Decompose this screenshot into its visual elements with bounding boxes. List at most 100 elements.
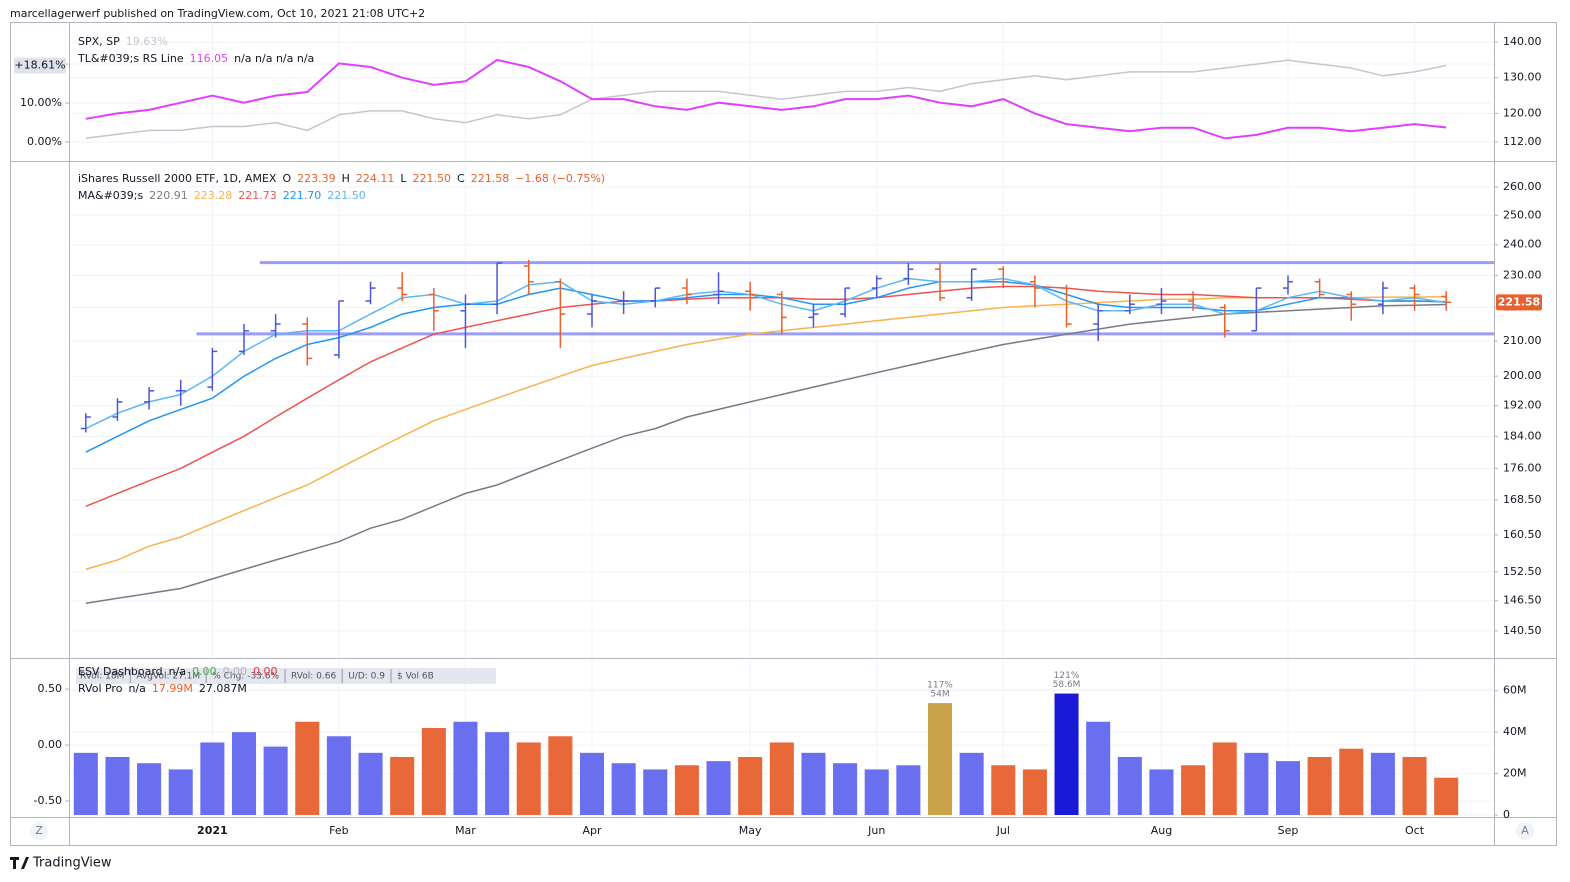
x-tick-label: Oct bbox=[1405, 824, 1425, 837]
legend-text: 17.99M bbox=[152, 682, 193, 695]
legend-text: 220.91 bbox=[149, 189, 188, 202]
volume-bar bbox=[643, 769, 668, 815]
y-tick-label: 200.00 bbox=[1503, 369, 1542, 382]
legend-text: 221.73 bbox=[238, 189, 277, 202]
legend-text: −1.68 (−0.75%) bbox=[515, 172, 605, 185]
y-tick-label: 160.50 bbox=[1503, 528, 1542, 541]
volume-bar bbox=[1086, 721, 1111, 815]
legend-text: MA&#039;s bbox=[78, 189, 144, 202]
y-tick-label: 260.00 bbox=[1503, 180, 1542, 193]
brand-name: TradingView bbox=[32, 856, 112, 871]
brand-logo bbox=[10, 857, 29, 869]
x-tick-label: Apr bbox=[582, 824, 602, 837]
volume-bar bbox=[1339, 748, 1364, 815]
y-tick-label: 140.50 bbox=[1503, 624, 1542, 637]
legend-text: 223.39 bbox=[297, 172, 336, 185]
y-tick-label: 0.50 bbox=[38, 682, 63, 695]
y-tick-label: 60M bbox=[1503, 684, 1527, 697]
volume-bar bbox=[896, 765, 921, 815]
dashboard-cell: $ Vol 6B bbox=[397, 672, 434, 682]
legend-text: L bbox=[400, 172, 407, 185]
y-tick-label: -0.50 bbox=[34, 794, 62, 807]
price-tag-label: 221.58 bbox=[1498, 295, 1540, 308]
y-tick-label: 192.00 bbox=[1503, 399, 1542, 412]
x-tick-label: 2021 bbox=[197, 824, 228, 837]
zoom-button-label[interactable]: Z bbox=[35, 824, 43, 837]
y-tick-label: 250.00 bbox=[1503, 208, 1542, 221]
y-tick-label: 230.00 bbox=[1503, 268, 1542, 281]
bar-annotation: 54M bbox=[930, 690, 949, 700]
volume-bar bbox=[485, 732, 510, 815]
volume-bar bbox=[927, 703, 953, 815]
auto-button[interactable] bbox=[1516, 822, 1534, 840]
y-tick-label: 0.00 bbox=[38, 738, 63, 751]
volume-bar bbox=[1181, 765, 1206, 815]
legend-text: 116.05 bbox=[190, 52, 229, 65]
legend-text: 221.70 bbox=[283, 189, 322, 202]
y-tick-label: 140.00 bbox=[1503, 35, 1542, 48]
auto-button-label[interactable]: A bbox=[1521, 824, 1529, 837]
dashboard-cell: % Chg: -33.6% bbox=[212, 672, 279, 682]
volume-bar bbox=[390, 756, 415, 815]
volume-bar bbox=[263, 746, 288, 815]
y-tick-label: 112.00 bbox=[1503, 135, 1542, 148]
volume-bar bbox=[579, 752, 605, 815]
dashboard-cell: AvgVol: 27.1M bbox=[136, 672, 200, 682]
x-tick-label: Sep bbox=[1278, 824, 1299, 837]
legend-text: iShares Russell 2000 ETF, 1D, AMEX bbox=[78, 172, 277, 185]
volume-bar bbox=[801, 752, 826, 815]
volume-bar bbox=[738, 756, 763, 815]
legend-text: ESV Dashboard bbox=[78, 665, 163, 678]
bar-annotation: 117% bbox=[927, 681, 953, 691]
legend-text: 224.11 bbox=[356, 172, 395, 185]
legend-text: n/a n/a n/a n/a bbox=[234, 52, 314, 65]
line-series bbox=[85, 59, 1447, 139]
volume-bar bbox=[706, 761, 731, 815]
volume-bar bbox=[548, 736, 573, 815]
volume-bar bbox=[200, 742, 225, 815]
line-series bbox=[85, 58, 1447, 140]
header-title: marcellagerwerf published on TradingView… bbox=[10, 7, 425, 20]
volume-bar bbox=[168, 769, 193, 815]
volume-bar bbox=[674, 765, 699, 815]
y-tick-label: 176.00 bbox=[1503, 461, 1542, 474]
ma-line bbox=[85, 303, 1447, 604]
dashboard-cell: RVol: 18M bbox=[80, 672, 124, 682]
legend-text: 19.63% bbox=[126, 35, 168, 48]
legend-text: n/a bbox=[169, 665, 186, 678]
price-tag bbox=[1496, 294, 1542, 311]
legend-text: 0.00 bbox=[223, 665, 248, 678]
volume-bar bbox=[1275, 761, 1301, 815]
ma-line bbox=[85, 277, 1447, 430]
legend-text: RVol Pro bbox=[78, 682, 123, 695]
frame bbox=[10, 22, 1557, 846]
volume-bar bbox=[358, 752, 383, 815]
legend-text: 221.58 bbox=[471, 172, 510, 185]
x-tick-label: Aug bbox=[1151, 824, 1172, 837]
y-tick-label: 184.00 bbox=[1503, 429, 1542, 442]
volume-bar bbox=[105, 756, 130, 815]
legend-text: 0.00 bbox=[253, 665, 278, 678]
legend-text: O bbox=[282, 172, 291, 185]
volume-bar bbox=[833, 763, 858, 815]
ma-line bbox=[85, 285, 1447, 507]
volume-bar bbox=[1054, 693, 1079, 815]
volume-bar bbox=[611, 763, 636, 815]
y-tick-label: 120.00 bbox=[1503, 106, 1542, 119]
volume-bar bbox=[295, 721, 320, 815]
ma-line bbox=[85, 296, 1447, 571]
zoom-button[interactable] bbox=[30, 822, 48, 840]
x-tick-label: May bbox=[739, 824, 762, 837]
y-tick-label: 210.00 bbox=[1503, 334, 1542, 347]
volume-bar bbox=[73, 752, 98, 815]
legend-text: SPX, SP bbox=[78, 35, 120, 48]
bar-annotation: 121% bbox=[1054, 671, 1080, 681]
volume-bar bbox=[864, 769, 889, 815]
volume-bar bbox=[1402, 756, 1427, 815]
volume-bar bbox=[1307, 756, 1332, 815]
x-tick-label: Feb bbox=[329, 824, 348, 837]
volume-bar bbox=[1212, 742, 1237, 815]
volume-bar bbox=[1117, 756, 1142, 815]
legend-text: 221.50 bbox=[413, 172, 452, 185]
